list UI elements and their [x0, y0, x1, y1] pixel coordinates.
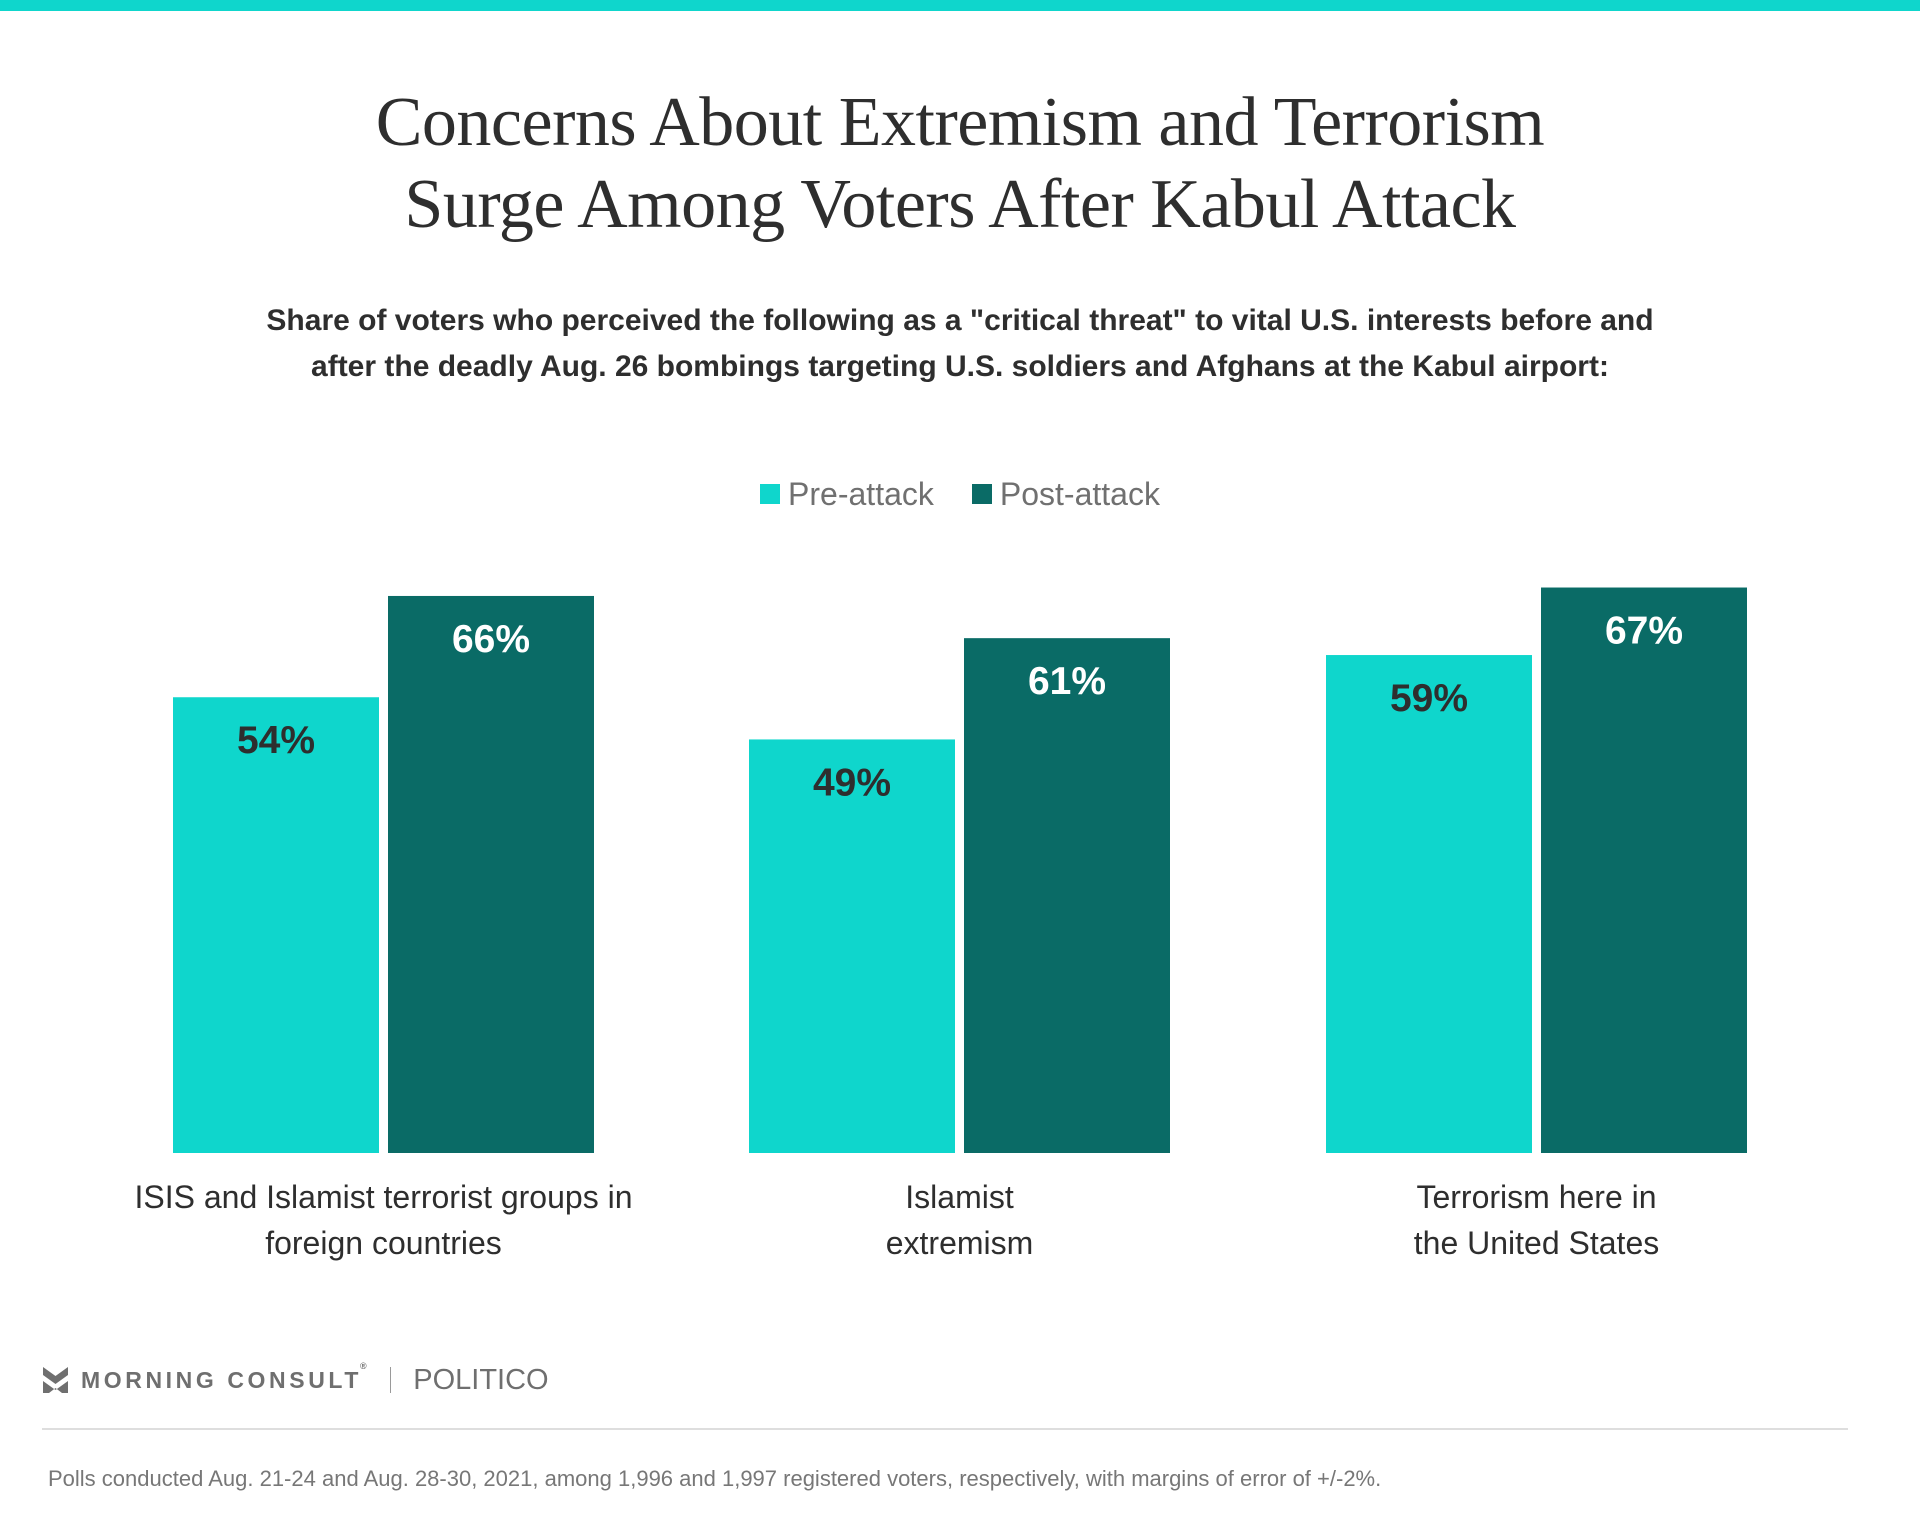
methodology-note: Polls conducted Aug. 21-24 and Aug. 28-3… — [48, 1466, 1382, 1491]
chart-title-line-1: Concerns About Extremism and Terrorism — [375, 84, 1545, 161]
category-label-1-line-1: ISIS and Islamist terrorist groups in — [134, 1179, 633, 1215]
legend: Pre-attack Post-attack — [0, 474, 1920, 514]
bar-pre-attack-1 — [173, 697, 379, 1153]
bar-pre-attack-3 — [1326, 655, 1532, 1153]
politico-wordmark: POLITICO — [413, 1363, 549, 1396]
legend-item-pre-attack: Pre-attack — [760, 476, 934, 513]
legend-label-pre-attack: Pre-attack — [788, 475, 934, 512]
chart-title-line-2: Surge Among Voters After Kabul Attack — [404, 166, 1516, 243]
morning-consult-text: MORNING CONSULT — [81, 1366, 363, 1393]
category-label-2: Islamist extremism — [640, 1174, 1280, 1266]
bar-post-attack-1 — [388, 595, 594, 1153]
data-label-post-attack-2: 61% — [1028, 660, 1106, 703]
chart-subtitle-line-2: after the deadly Aug. 26 bombings target… — [311, 350, 1609, 383]
bar-pre-attack-2 — [749, 739, 955, 1153]
brand-logos: MORNING CONSULT® POLITICO — [43, 1361, 549, 1396]
chart-subtitle: Share of voters who perceived the follow… — [0, 298, 1920, 390]
chart-title: Concerns About Extremism and Terrorism S… — [0, 82, 1920, 246]
data-label-pre-attack-2: 49% — [813, 761, 891, 804]
legend-swatch-post-attack — [971, 484, 992, 504]
category-label-2-line-1: Islamist — [905, 1179, 1014, 1215]
category-label-1-line-2: foreign countries — [265, 1225, 502, 1261]
category-label-3-line-1: Terrorism here in — [1416, 1179, 1657, 1215]
category-label-1: ISIS and Islamist terrorist groups in for… — [64, 1174, 704, 1266]
bar-post-attack-3 — [1541, 587, 1747, 1153]
morning-consult-wordmark: MORNING CONSULT® — [81, 1361, 370, 1394]
category-label-3-line-2: the United States — [1413, 1225, 1660, 1261]
morning-consult-logo-icon — [43, 1367, 68, 1393]
footer-divider — [42, 1428, 1848, 1430]
data-label-post-attack-1: 66% — [452, 618, 530, 661]
brand-divider — [390, 1367, 392, 1393]
registered-mark: ® — [360, 1360, 371, 1371]
chart-subtitle-line-1: Share of voters who perceived the follow… — [266, 304, 1654, 337]
data-label-pre-attack-3: 59% — [1390, 677, 1468, 720]
bar-post-attack-2 — [964, 638, 1170, 1153]
legend-label-post-attack: Post-attack — [999, 475, 1160, 512]
category-label-3: Terrorism here in the United States — [1217, 1174, 1857, 1266]
legend-item-post-attack: Post-attack — [971, 475, 1160, 513]
data-label-post-attack-3: 67% — [1605, 610, 1683, 653]
legend-swatch-pre-attack — [760, 484, 781, 504]
category-label-2-line-2: extremism — [885, 1225, 1034, 1261]
top-accent-bar — [0, 0, 1920, 11]
data-label-pre-attack-1: 54% — [237, 719, 315, 762]
